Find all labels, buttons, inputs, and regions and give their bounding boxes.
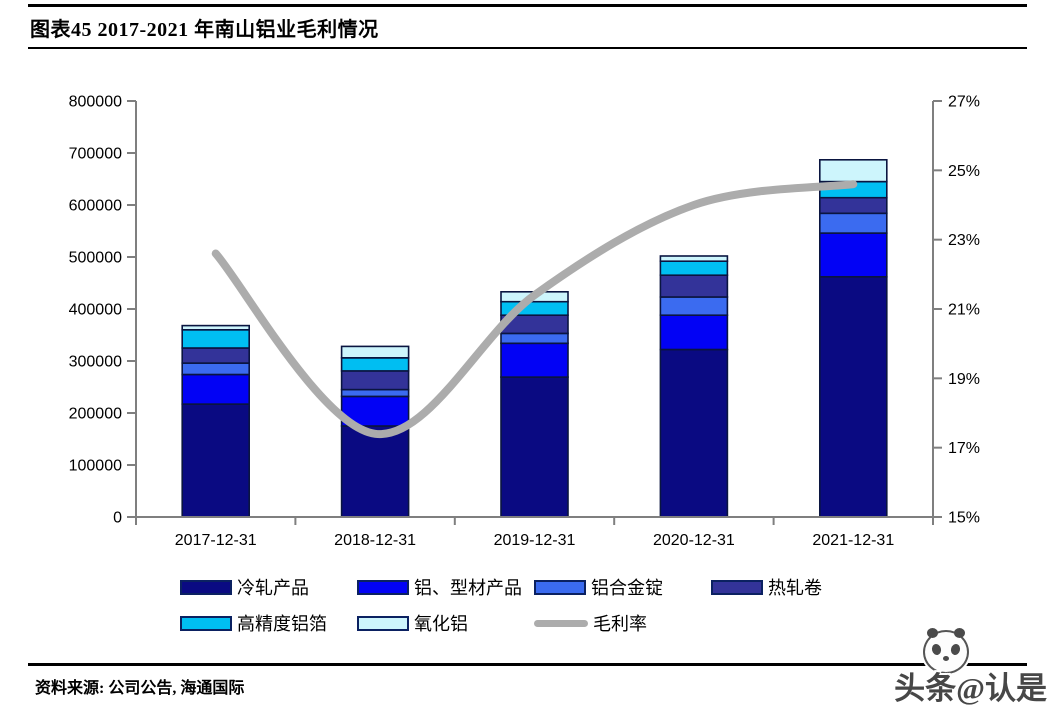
legend-line-swatch-icon <box>534 619 588 627</box>
legend-label: 氧化铝 <box>414 614 468 634</box>
bar-segment <box>340 370 410 391</box>
right-axis-tick-label: 21% <box>948 302 980 319</box>
axes <box>127 100 942 525</box>
bar-segment <box>181 373 250 405</box>
x-axis-tick-label: 2017-12-31 <box>175 532 257 549</box>
legend-item-series: 氧化铝 <box>357 614 468 634</box>
left-axis-tick-label: 500000 <box>69 250 122 267</box>
right-axis-tick-label: 17% <box>948 440 980 457</box>
legend-color-swatch-icon <box>180 615 232 631</box>
bar-segment <box>659 314 729 351</box>
legend-item-series: 高精度铝箔 <box>180 614 327 634</box>
left-axis-tick-label: 400000 <box>69 302 122 319</box>
left-axis-tick-label: 600000 <box>69 198 122 215</box>
bar-segment <box>181 362 250 376</box>
bar-segment <box>659 296 729 317</box>
legend-item-line: 毛利率 <box>534 614 647 634</box>
panda-eye-icon <box>949 643 962 656</box>
right-axis-tick-label: 25% <box>948 163 980 180</box>
panda-ear-icon <box>954 628 965 638</box>
chart-title: 图表45 2017-2021 年南山铝业毛利情况 <box>30 19 379 41</box>
source-note: 资料来源: 公司公告, 海通国际 <box>35 680 245 697</box>
bar-segment <box>818 196 888 215</box>
bar-segment <box>500 332 569 345</box>
legend-label: 铝、型材产品 <box>414 578 522 598</box>
legend-item-series: 冷轧产品 <box>180 578 309 598</box>
legend-label: 铝合金锭 <box>591 578 663 598</box>
bar-segment <box>500 342 569 378</box>
x-axis-tick-label: 2018-12-31 <box>334 532 416 549</box>
right-axis-tick-label: 27% <box>948 94 980 111</box>
bar-segment <box>818 212 888 234</box>
bar-segment <box>659 274 729 298</box>
left-axis-tick-label: 800000 <box>69 94 122 111</box>
left-axis-tick-label: 200000 <box>69 406 122 423</box>
watermark: 头条@认是 <box>879 628 1049 712</box>
legend-label: 冷轧产品 <box>237 578 309 598</box>
bar-segment <box>181 347 250 364</box>
left-axis-tick-label: 300000 <box>69 354 122 371</box>
left-axis-tick-label: 700000 <box>69 146 122 163</box>
bar-segment <box>181 328 250 349</box>
legend-color-swatch-icon <box>357 615 409 631</box>
bar-segment <box>340 388 410 398</box>
bar-segment <box>181 403 250 518</box>
watermark-text: 头条@认是 <box>894 671 1047 706</box>
bar-segment <box>818 275 888 518</box>
left-axis-tick-label: 100000 <box>69 458 122 475</box>
bar-segment <box>818 159 888 183</box>
legend-color-swatch-icon <box>357 579 409 595</box>
right-axis-tick-label: 23% <box>948 232 980 249</box>
legend-color-swatch-icon <box>711 579 763 595</box>
legend-color-swatch-icon <box>534 579 586 595</box>
panda-logo <box>923 628 969 674</box>
panda-ear-icon <box>927 628 938 638</box>
bar-segment <box>340 425 410 518</box>
bar-segment <box>659 255 729 262</box>
axis-labels: 0 100000 200000 300000 400000 500000 600000 700… <box>69 94 980 550</box>
gross-margin-line <box>211 180 858 438</box>
right-axis-tick-label: 19% <box>948 371 980 388</box>
legend-item-series: 热轧卷 <box>711 578 822 598</box>
bar-segment <box>340 345 410 359</box>
panda-nose-icon <box>943 656 949 661</box>
bar-segment <box>500 376 569 518</box>
bar-segment <box>659 348 729 518</box>
panda-eye-icon <box>930 643 943 656</box>
legend-item-series: 铝、型材产品 <box>357 578 522 598</box>
legend-label: 热轧卷 <box>768 578 822 598</box>
legend-color-swatch-icon <box>180 579 232 595</box>
bar-segment <box>181 324 250 331</box>
x-axis-tick-label: 2019-12-31 <box>494 532 576 549</box>
legend-item-series: 铝合金锭 <box>534 578 663 598</box>
stacked-bars <box>181 159 888 518</box>
bar-segment <box>340 357 410 372</box>
x-axis-tick-label: 2020-12-31 <box>653 532 735 549</box>
legend-label: 高精度铝箔 <box>237 614 327 634</box>
left-axis-tick-label: 0 <box>113 510 122 527</box>
bar-segment <box>818 232 888 278</box>
bar-segment <box>659 260 729 277</box>
legend-label: 毛利率 <box>593 614 647 634</box>
x-axis-tick-label: 2021-12-31 <box>812 532 894 549</box>
top-rule <box>28 4 1027 7</box>
right-axis-tick-label: 15% <box>948 510 980 527</box>
title-underline <box>28 47 1027 49</box>
footer-rule <box>28 663 1027 666</box>
